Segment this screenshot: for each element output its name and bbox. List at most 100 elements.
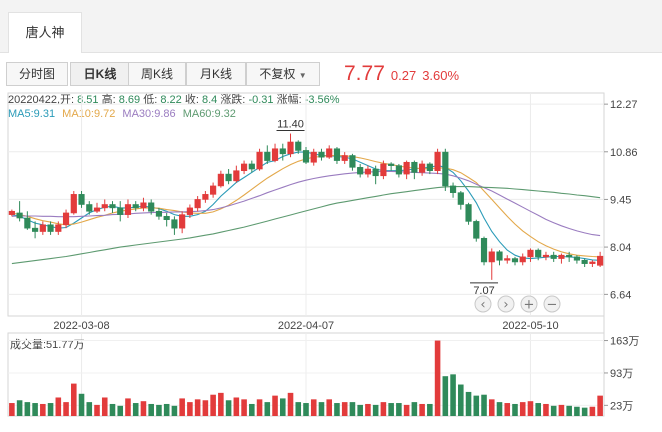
- info-date: 20220422,: [8, 94, 60, 106]
- volume-bar: [78, 393, 85, 416]
- candle-body: [388, 163, 395, 166]
- candle: [480, 236, 488, 266]
- candle-body: [349, 155, 356, 168]
- candle: [70, 190, 77, 215]
- volume-bar: [47, 403, 54, 416]
- volume-bar: [187, 402, 193, 416]
- candle: [349, 153, 356, 171]
- volume-bar: [55, 397, 62, 416]
- adjust-dropdown[interactable]: 不复权 ▼: [246, 62, 320, 86]
- candle-body: [473, 221, 480, 239]
- candle: [24, 211, 31, 230]
- candle-body: [504, 258, 511, 261]
- volume-bar: [202, 400, 209, 416]
- candle: [217, 170, 224, 188]
- candle-body: [256, 151, 263, 170]
- adjust-dropdown-label: 不复权: [259, 67, 296, 81]
- candle: [225, 169, 232, 185]
- ma5-label: MA5:9.31: [8, 108, 56, 120]
- candle-body: [8, 210, 15, 215]
- volume-bar: [481, 394, 487, 416]
- candle-body: [488, 251, 495, 263]
- candle: [186, 204, 193, 219]
- candle-body: [589, 261, 596, 264]
- scroll-right-icon[interactable]: ›: [497, 295, 515, 313]
- candle-body: [271, 148, 279, 161]
- candle-body: [550, 254, 557, 259]
- volume-bar: [527, 401, 534, 416]
- candle-body: [581, 259, 588, 264]
- candle: [426, 162, 433, 175]
- candle: [372, 165, 379, 185]
- tab-weekly-k[interactable]: 周K线: [128, 62, 186, 86]
- candle-body: [442, 151, 449, 187]
- candle: [39, 221, 46, 235]
- candle-body: [457, 192, 464, 205]
- volume-bar: [334, 403, 340, 416]
- candle: [86, 201, 93, 215]
- candle-body: [535, 249, 542, 258]
- candle: [581, 258, 588, 268]
- date-tick-label: 2022-03-08: [53, 320, 109, 332]
- candle: [395, 163, 402, 178]
- candle: [140, 197, 147, 212]
- zoom-in-icon[interactable]: +: [520, 295, 538, 313]
- volume-bar: [179, 398, 185, 416]
- ma30-label: MA30:9.86: [122, 108, 176, 120]
- candle-body: [527, 249, 534, 258]
- candle-body: [511, 258, 519, 263]
- candle-body: [411, 161, 418, 173]
- candle: [465, 202, 472, 225]
- candle-body: [32, 227, 39, 232]
- candle-body: [233, 170, 240, 182]
- volume-bar: [24, 402, 31, 416]
- candle: [589, 260, 596, 268]
- candle-body: [419, 163, 426, 173]
- tab-monthly-k[interactable]: 月K线: [186, 62, 246, 86]
- candle-body: [109, 204, 116, 209]
- tab-daily-k[interactable]: 日K线: [70, 62, 130, 86]
- candle: [411, 160, 418, 180]
- info-high-label: 高:: [101, 94, 116, 106]
- volume-bar: [488, 399, 495, 416]
- volume-bar: [349, 402, 356, 416]
- nav-button-circle: [543, 295, 561, 313]
- candle: [233, 165, 240, 183]
- candle-body: [318, 151, 325, 158]
- candle-body: [124, 204, 132, 215]
- candle: [341, 152, 348, 164]
- volume-bar: [225, 400, 232, 416]
- candle: [55, 221, 62, 235]
- zoom-out-icon[interactable]: −: [543, 295, 561, 313]
- candle: [117, 201, 124, 222]
- candle-body: [357, 167, 364, 175]
- volume-bar: [109, 403, 116, 416]
- ma60-label: MA60:9.32: [182, 108, 236, 120]
- volume-bar: [519, 402, 526, 416]
- volume-bar: [411, 402, 418, 416]
- volume-bar: [450, 374, 456, 416]
- candle-body: [597, 255, 604, 266]
- volume-bar: [156, 404, 162, 416]
- candle-body: [364, 168, 372, 175]
- candle-body: [155, 210, 163, 217]
- candle: [504, 255, 511, 264]
- candle: [78, 190, 85, 208]
- scroll-left-icon[interactable]: ‹: [474, 295, 492, 313]
- candle: [93, 202, 101, 213]
- candle-body: [310, 151, 317, 163]
- candle: [16, 201, 23, 222]
- candle: [542, 251, 550, 261]
- volume-bar: [574, 406, 580, 416]
- volume-bar: [32, 403, 38, 416]
- candle: [310, 148, 317, 166]
- candle: [194, 196, 201, 212]
- stock-name-tab[interactable]: 唐人神: [8, 12, 82, 53]
- candle: [473, 219, 480, 242]
- candle: [597, 251, 604, 268]
- tab-intraday[interactable]: 分时图: [6, 62, 68, 86]
- volume-bar: [194, 399, 201, 416]
- candle: [434, 148, 441, 175]
- candle-body: [202, 194, 209, 200]
